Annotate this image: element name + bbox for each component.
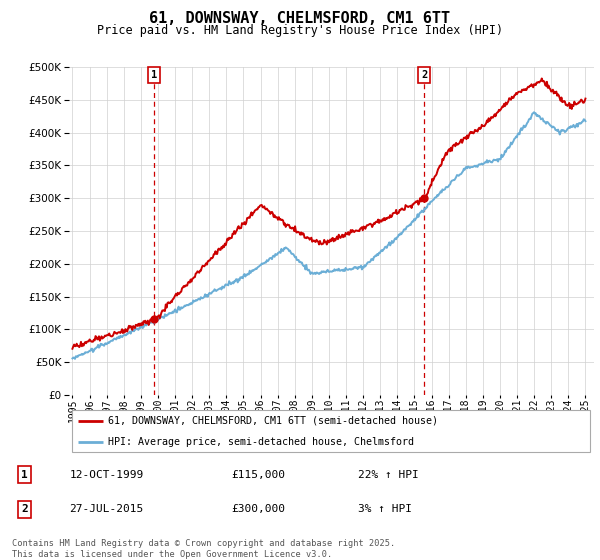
Text: Price paid vs. HM Land Registry's House Price Index (HPI): Price paid vs. HM Land Registry's House …	[97, 24, 503, 37]
Text: 1: 1	[151, 70, 157, 80]
Text: 2: 2	[21, 505, 28, 515]
Text: 61, DOWNSWAY, CHELMSFORD, CM1 6TT (semi-detached house): 61, DOWNSWAY, CHELMSFORD, CM1 6TT (semi-…	[109, 416, 439, 426]
Text: 2: 2	[421, 70, 427, 80]
FancyBboxPatch shape	[71, 409, 590, 452]
Text: HPI: Average price, semi-detached house, Chelmsford: HPI: Average price, semi-detached house,…	[109, 437, 415, 447]
Text: 61, DOWNSWAY, CHELMSFORD, CM1 6TT: 61, DOWNSWAY, CHELMSFORD, CM1 6TT	[149, 11, 451, 26]
Text: 27-JUL-2015: 27-JUL-2015	[70, 505, 144, 515]
Text: 22% ↑ HPI: 22% ↑ HPI	[358, 470, 418, 480]
Text: 1: 1	[21, 470, 28, 480]
Text: Contains HM Land Registry data © Crown copyright and database right 2025.
This d: Contains HM Land Registry data © Crown c…	[12, 539, 395, 559]
Text: 12-OCT-1999: 12-OCT-1999	[70, 470, 144, 480]
Text: £300,000: £300,000	[231, 505, 285, 515]
Text: £115,000: £115,000	[231, 470, 285, 480]
Text: 3% ↑ HPI: 3% ↑ HPI	[358, 505, 412, 515]
